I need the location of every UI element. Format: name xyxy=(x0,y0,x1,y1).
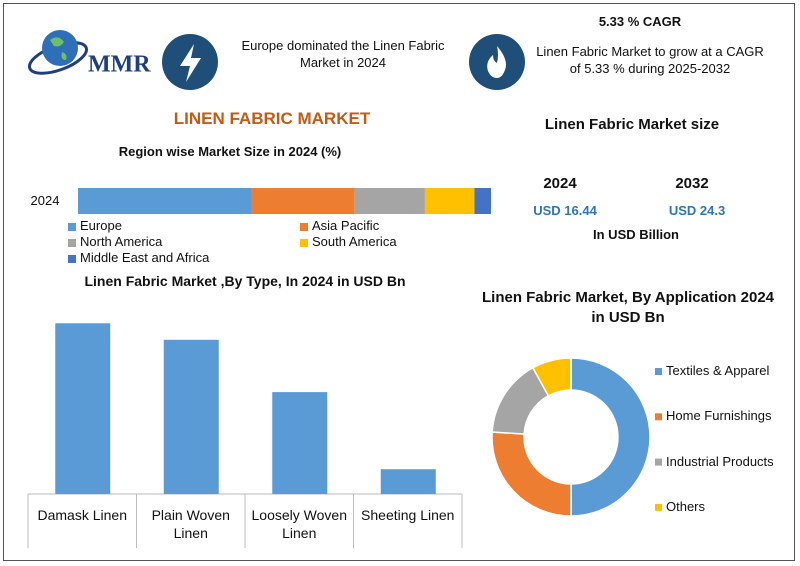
bar-segment xyxy=(474,188,491,214)
bar-segment xyxy=(251,188,355,214)
bar-segment xyxy=(424,188,475,214)
left-note: Europe dominated the Linen Fabric Market… xyxy=(241,38,445,70)
logo-text: MMR xyxy=(88,52,151,78)
legend-label: Asia Pacific xyxy=(312,218,380,233)
legend-label: North America xyxy=(80,234,163,249)
logo-globe xyxy=(28,30,88,75)
legend-swatch xyxy=(655,503,662,511)
legend-label: Others xyxy=(666,498,706,514)
x-tick-label: Sheeting Linen xyxy=(361,507,455,523)
legend-label: Textiles & Apparel xyxy=(666,363,770,378)
cagr-title: 5.33 % CAGR xyxy=(598,14,682,29)
legend-label: South America xyxy=(312,234,397,249)
legend-swatch xyxy=(68,239,76,247)
flame-icon xyxy=(469,34,525,90)
right-note: Linen Fabric Market to grow at a CAGR of… xyxy=(536,44,764,76)
bar-segment xyxy=(78,188,252,214)
legend-label: Home Furnishings xyxy=(666,408,772,424)
legend-swatch xyxy=(68,255,76,263)
legend-swatch xyxy=(655,413,662,421)
size-unit: In USD Billion xyxy=(593,227,679,242)
year-label: 2032 xyxy=(675,175,709,192)
category-label: 2024 xyxy=(30,193,60,208)
size-title: Linen Fabric Market size xyxy=(544,116,720,133)
bar-segment xyxy=(354,188,425,214)
chart-title: Linen Fabric Market ,By Type, In 2024 in… xyxy=(84,273,406,289)
legend-swatch xyxy=(655,458,662,466)
legend-swatch xyxy=(300,223,308,231)
chart-title: Linen Fabric Market, By Application 2024… xyxy=(481,289,775,326)
lightning-icon xyxy=(162,34,218,90)
donut-slice xyxy=(570,357,651,517)
legend-label: Industrial Products xyxy=(666,453,774,469)
main-title: LINEN FABRIC MARKET xyxy=(173,109,371,128)
x-tick-label: Damask Linen xyxy=(37,507,128,523)
donut-slice xyxy=(531,357,572,397)
bar xyxy=(272,392,328,494)
size-value: USD 24.3 xyxy=(668,203,726,218)
bar xyxy=(163,339,219,494)
x-tick-label: Plain Woven Linen xyxy=(151,507,230,542)
legend-swatch xyxy=(655,368,662,375)
legend-label: Europe xyxy=(80,218,122,233)
legend-swatch xyxy=(300,239,308,247)
donut-slice xyxy=(491,431,572,517)
bar xyxy=(380,469,436,494)
x-tick-label: Loosely Woven Linen xyxy=(251,507,347,542)
legend-swatch xyxy=(68,223,76,231)
size-value: USD 16.44 xyxy=(533,203,597,218)
chart-title: Region wise Market Size in 2024 (%) xyxy=(118,144,342,159)
frame xyxy=(3,3,795,561)
bar xyxy=(55,323,111,494)
year-label: 2024 xyxy=(543,175,577,192)
legend-label: Middle East and Africa xyxy=(80,250,210,265)
